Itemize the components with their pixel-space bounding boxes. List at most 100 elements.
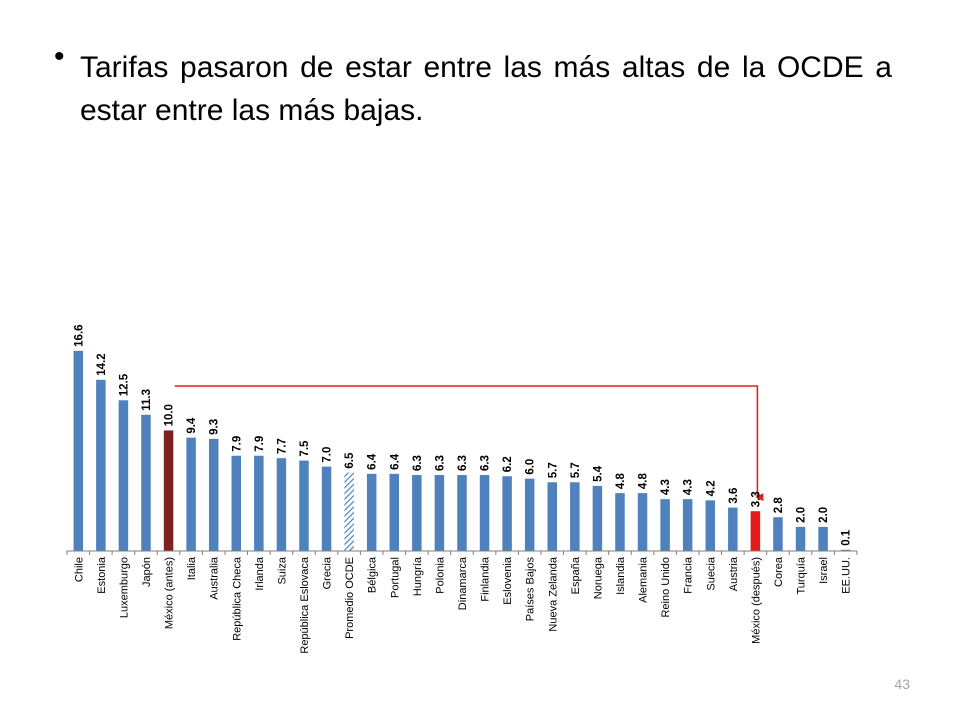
value-label: 7.5: [299, 440, 311, 457]
category-label: Finlandia: [480, 556, 492, 602]
value-label: 4.8: [638, 473, 650, 490]
value-label: 10.0: [164, 404, 176, 426]
value-label: 6.3: [480, 455, 492, 471]
value-label: 6.4: [367, 453, 379, 470]
bar-ee-uu: [840, 549, 851, 551]
category-label: Eslovenia: [502, 556, 514, 605]
value-label: 7.9: [254, 436, 266, 452]
category-label: EE.UU.: [841, 557, 853, 594]
category-label: Dinamarca: [457, 556, 469, 610]
bar-promedio-ocde: [344, 472, 354, 551]
value-label: 9.4: [186, 417, 198, 434]
value-label: 5.7: [570, 462, 582, 478]
value-label: 4.3: [683, 479, 695, 495]
bar-australia: [208, 438, 219, 551]
bar-reino-unido: [660, 499, 670, 551]
value-label: 2.8: [773, 497, 785, 514]
value-label: 14.2: [96, 353, 108, 375]
value-label: 3.3: [750, 491, 762, 507]
value-label: 6.3: [457, 455, 469, 471]
value-label: 4.8: [615, 473, 627, 490]
bar-israel: [818, 526, 828, 551]
bar-paises-bajos: [524, 478, 535, 551]
category-label: Países Bajos: [525, 557, 537, 622]
page-number: 43: [894, 676, 910, 692]
bar-estonia: [96, 379, 106, 551]
bar-belgica: [366, 473, 377, 551]
bar-hungria: [412, 475, 422, 551]
value-label: 6.0: [525, 459, 537, 475]
value-label: 6.3: [412, 455, 424, 471]
category-label: México (después): [750, 557, 762, 644]
value-label: 7.9: [231, 436, 243, 452]
category-label: Bélgica: [367, 556, 379, 593]
bar-espana: [570, 482, 580, 551]
category-label: Turquía: [796, 556, 808, 594]
value-label: 6.3: [434, 455, 446, 471]
category-label: Australia: [209, 556, 221, 600]
value-label: 3.6: [728, 488, 740, 504]
value-label: 6.2: [502, 456, 514, 472]
value-label: 12.5: [118, 373, 130, 396]
bar-japon: [141, 414, 151, 551]
value-label: 6.5: [344, 452, 356, 469]
category-label: Reino Unido: [660, 557, 672, 618]
category-label: Estonia: [96, 556, 108, 594]
value-label: 9.3: [209, 419, 221, 435]
value-label: 4.2: [705, 480, 717, 496]
bullet-marker: •: [54, 40, 65, 73]
bar-irlanda: [254, 455, 264, 551]
category-label: Austria: [728, 556, 740, 591]
category-label: Hungría: [412, 556, 424, 596]
category-label: Grecia: [322, 556, 334, 589]
bar-chile: [73, 350, 84, 551]
bar-alemania: [637, 493, 648, 551]
bar-corea: [773, 517, 783, 551]
bar-dinamarca: [457, 475, 467, 551]
bar-nueva-zelanda: [547, 482, 557, 551]
bar-polonia: [434, 475, 445, 551]
bar-luxemburgo: [118, 400, 129, 551]
category-label: República Eslovaca: [299, 556, 311, 653]
bar-eslovenia: [502, 476, 512, 551]
category-label: Nueva Zelanda: [547, 556, 559, 631]
category-label: Corea: [773, 556, 785, 587]
category-label: Chile: [73, 557, 85, 582]
slide-bullet-text: Tarifas pasaron de estar entre las más a…: [80, 51, 892, 127]
bar-turquia: [795, 526, 806, 551]
value-label: 11.3: [141, 389, 153, 411]
value-label: 2.0: [818, 507, 830, 523]
category-label: Polonia: [434, 556, 446, 594]
bar-mexico-despues: [750, 511, 761, 551]
category-label: Promedio OCDE: [344, 557, 356, 639]
category-label: Suiza: [276, 556, 288, 584]
value-label: 2.0: [796, 507, 808, 523]
bar-portugal: [389, 473, 400, 551]
value-label: 5.4: [592, 465, 604, 482]
category-label: Japón: [141, 557, 153, 587]
change-arrow: [174, 385, 764, 502]
bar-finlandia: [479, 475, 490, 551]
category-label: Islandia: [615, 556, 627, 595]
bar-francia: [682, 499, 693, 551]
value-label: 16.6: [73, 324, 85, 346]
value-label: 5.7: [547, 462, 559, 478]
category-label: Alemania: [638, 556, 650, 603]
category-label: Francia: [683, 556, 695, 594]
bar-mexico-antes: [163, 430, 174, 551]
category-label: Irlanda: [254, 556, 266, 591]
value-label: 4.3: [660, 479, 672, 495]
value-label: 7.7: [276, 438, 288, 454]
bar-italia: [186, 437, 196, 551]
value-label: 0.1: [841, 529, 853, 546]
category-label: República Checa: [231, 556, 243, 641]
bar-republica-checa: [231, 455, 242, 551]
bar-islandia: [615, 493, 625, 551]
value-label: 6.4: [389, 453, 401, 470]
category-label: Luxemburgo: [118, 557, 130, 618]
category-label: España: [570, 556, 582, 594]
category-label: México (antes): [164, 557, 176, 629]
category-label: Noruega: [592, 556, 604, 599]
category-label: Italia: [186, 556, 198, 580]
